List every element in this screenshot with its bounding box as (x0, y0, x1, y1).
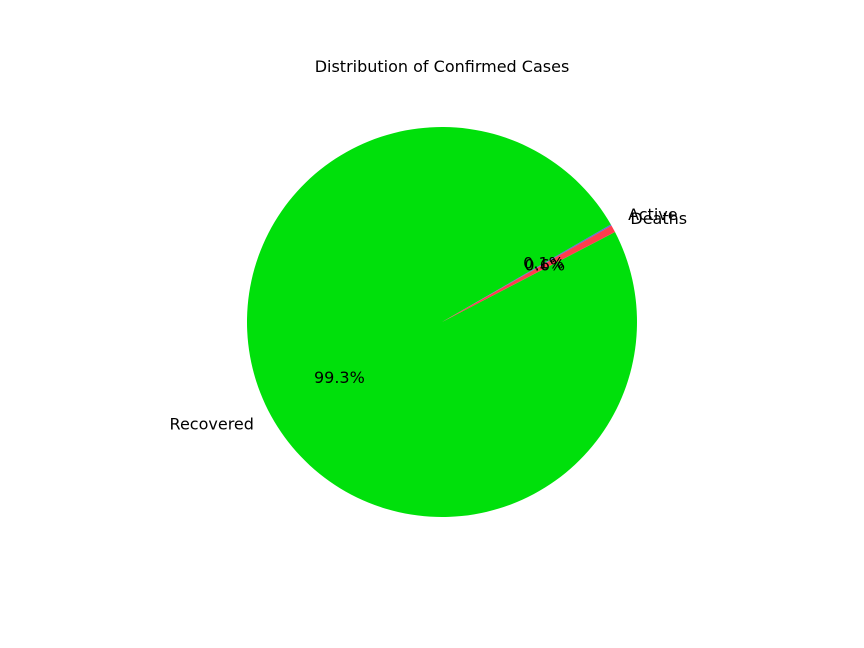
pie-slice-deaths (442, 225, 615, 322)
pie-percent-deaths: 0.6% (524, 256, 565, 275)
chart-title: Distribution of Confirmed Cases (315, 57, 570, 76)
pie-slice-recovered (246, 126, 637, 517)
pie-labels: Recovered 99.3% Deaths 0.6% Active 0.1% (170, 205, 688, 434)
pie-label-active: Active (628, 205, 678, 224)
pie-label-deaths: Deaths (630, 209, 687, 228)
pie-slices (246, 126, 637, 517)
pie-label-recovered: Recovered (170, 415, 254, 434)
pie-percent-recovered: 99.3% (314, 368, 365, 387)
pie-slice-active (442, 224, 612, 322)
pie-percent-active: 0.1% (523, 253, 564, 272)
